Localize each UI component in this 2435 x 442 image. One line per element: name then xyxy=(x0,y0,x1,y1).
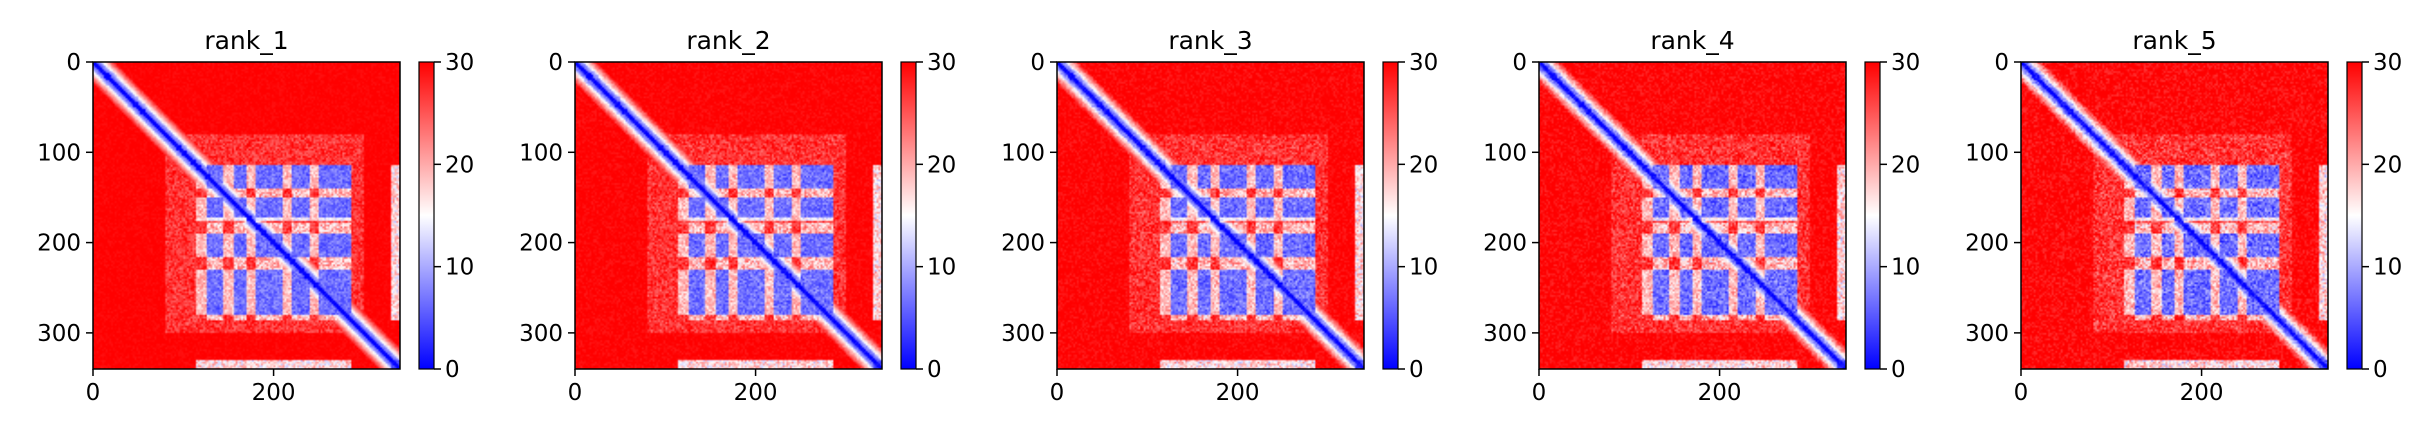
heatmap-image xyxy=(1539,62,1846,369)
y-tick-label: 100 xyxy=(37,140,81,166)
colorbar xyxy=(900,61,917,370)
heatmap-image xyxy=(575,62,882,369)
colorbar-tick-label: 10 xyxy=(1891,255,1920,281)
panel-title: rank_2 xyxy=(686,26,770,55)
colorbar-tick-label: 10 xyxy=(1409,255,1438,281)
heatmap-image xyxy=(93,62,400,369)
heatmap-image xyxy=(2021,62,2328,369)
x-tick-label: 0 xyxy=(1050,380,1065,406)
y-tick-label: 100 xyxy=(1001,140,1045,166)
colorbar-tick-label: 0 xyxy=(1891,357,1906,383)
x-tick-label: 0 xyxy=(1532,380,1547,406)
colorbar-tick-label: 0 xyxy=(927,357,942,383)
y-tick-label: 0 xyxy=(1512,50,1527,76)
colorbar-tick-label: 30 xyxy=(1891,50,1920,76)
panel-title: rank_5 xyxy=(2132,26,2216,55)
axes-frame xyxy=(1538,61,1847,370)
axes-frame xyxy=(92,61,401,370)
panel-4: rank_4 0 100 200 300 0 200 0 10 20 30 xyxy=(1483,26,1920,406)
y-tick-label: 100 xyxy=(1483,140,1527,166)
axes-frame xyxy=(2020,61,2329,370)
colorbar-tick-label: 30 xyxy=(2373,50,2402,76)
y-tick-label: 0 xyxy=(1994,50,2009,76)
x-tick-label: 0 xyxy=(568,380,583,406)
y-tick-label: 200 xyxy=(1483,231,1527,257)
y-tick-label: 200 xyxy=(519,231,563,257)
panel-title: rank_4 xyxy=(1650,26,1734,55)
y-tick-label: 0 xyxy=(548,50,563,76)
panel-title: rank_1 xyxy=(204,26,288,55)
x-tick-label: 0 xyxy=(86,380,101,406)
colorbar-tick-label: 30 xyxy=(1409,50,1438,76)
x-tick-label: 200 xyxy=(252,380,296,406)
colorbar-tick-label: 0 xyxy=(445,357,460,383)
x-tick-label: 200 xyxy=(1698,380,1742,406)
colorbar-tick-label: 20 xyxy=(2373,152,2402,178)
axes-frame xyxy=(574,61,883,370)
x-tick-label: 200 xyxy=(734,380,778,406)
heatmap-image xyxy=(1057,62,1364,369)
panel-1: rank_1 0 100 200 300 0 200 0 10 20 30 xyxy=(37,26,474,406)
colorbar-tick-label: 30 xyxy=(445,50,474,76)
y-tick-label: 300 xyxy=(1001,321,1045,347)
y-tick-label: 0 xyxy=(1030,50,1045,76)
panel-title: rank_3 xyxy=(1168,26,1252,55)
y-tick-label: 200 xyxy=(1001,231,1045,257)
colorbar-tick-label: 30 xyxy=(927,50,956,76)
x-tick-label: 200 xyxy=(2180,380,2224,406)
x-tick-label: 0 xyxy=(2014,380,2029,406)
x-tick-label: 200 xyxy=(1216,380,1260,406)
colorbar-tick-label: 0 xyxy=(1409,357,1424,383)
colorbar-tick-label: 20 xyxy=(927,152,956,178)
y-tick-label: 200 xyxy=(37,231,81,257)
y-tick-label: 300 xyxy=(1965,321,2009,347)
y-tick-label: 100 xyxy=(1965,140,2009,166)
y-tick-label: 300 xyxy=(519,321,563,347)
colorbar xyxy=(2346,61,2363,370)
colorbar-tick-label: 10 xyxy=(927,255,956,281)
colorbar-tick-label: 0 xyxy=(2373,357,2388,383)
y-tick-label: 200 xyxy=(1965,231,2009,257)
colorbar xyxy=(1382,61,1399,370)
y-tick-label: 300 xyxy=(37,321,81,347)
colorbar-tick-label: 20 xyxy=(1409,152,1438,178)
panel-3: rank_3 0 100 200 300 0 200 0 10 20 30 xyxy=(1001,26,1438,406)
colorbar-tick-label: 20 xyxy=(445,152,474,178)
colorbar-tick-label: 10 xyxy=(445,255,474,281)
colorbar-tick-label: 20 xyxy=(1891,152,1920,178)
y-tick-label: 0 xyxy=(66,50,81,76)
y-tick-label: 300 xyxy=(1483,321,1527,347)
colorbar-tick-label: 10 xyxy=(2373,255,2402,281)
colorbar xyxy=(1864,61,1881,370)
panel-2: rank_2 0 100 200 300 0 200 0 10 20 30 xyxy=(519,26,956,406)
colorbar xyxy=(418,61,435,370)
y-tick-label: 100 xyxy=(519,140,563,166)
axes-frame xyxy=(1056,61,1365,370)
panel-5: rank_5 0 100 200 300 0 200 0 10 20 30 xyxy=(1965,26,2402,406)
